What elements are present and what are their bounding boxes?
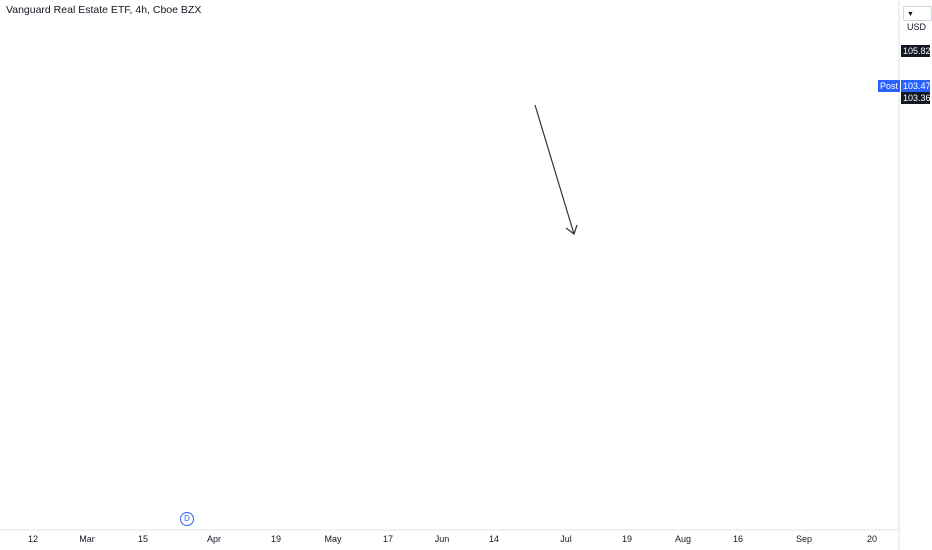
x-tick-label: May (324, 534, 342, 544)
x-tick-label: 15 (137, 534, 149, 544)
x-tick-label: 12 (27, 534, 39, 544)
post-market-label: Post (878, 80, 900, 92)
x-tick-label: 19 (621, 534, 633, 544)
post-market-price-tag: 103.47 (901, 80, 931, 92)
resistance-price-tag: 105.82 (901, 45, 931, 57)
x-tick-label: 20 (866, 534, 878, 544)
x-tick-label: Sep (795, 534, 813, 544)
x-tick-label: Mar (79, 534, 95, 544)
dividend-marker[interactable]: D (180, 512, 194, 526)
x-tick-label: 19 (270, 534, 282, 544)
x-tick-label: Jun (434, 534, 450, 544)
x-tick-label: 17 (382, 534, 394, 544)
x-tick-label: 16 (732, 534, 744, 544)
x-tick-label: Aug (674, 534, 692, 544)
chart-title[interactable]: Vanguard Real Estate ETF, 4h, Cboe BZX (6, 4, 202, 16)
x-tick-label: Apr (206, 534, 222, 544)
projection-arrow-shaft (534, 104, 575, 235)
chevron-down-icon: ▼ (907, 11, 914, 18)
x-tick-label: 14 (488, 534, 500, 544)
x-tick-label: Jul (560, 534, 572, 544)
projection-arrow-head (565, 224, 578, 235)
last-price-tag: 103.36 (901, 92, 931, 104)
currency-label: USD (907, 22, 927, 32)
